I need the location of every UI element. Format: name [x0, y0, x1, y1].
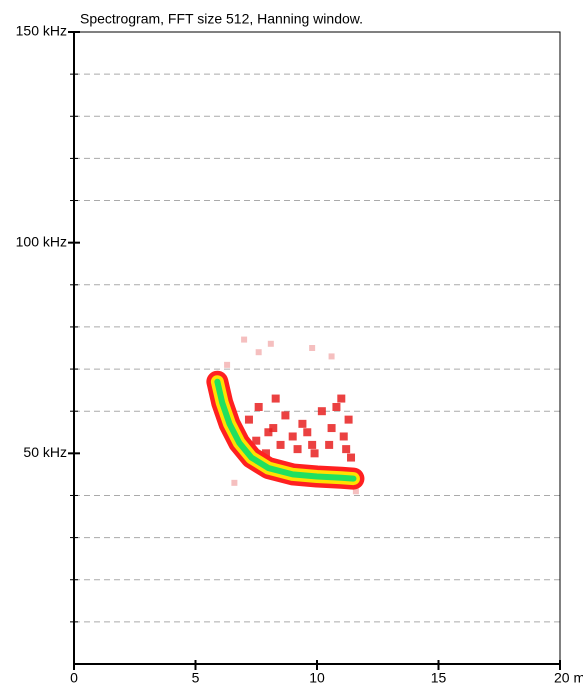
spectrogram-cell: [344, 415, 353, 424]
spectrogram-cell: [269, 424, 278, 433]
spectrogram-cell: [241, 336, 248, 343]
plot-frame: [73, 31, 561, 665]
spectrogram-cell: [328, 353, 335, 360]
spectrogram-cell: [337, 394, 346, 403]
spectrogram-cell: [288, 432, 297, 441]
spectrogram-cell: [261, 449, 270, 458]
spectrogram-cell: [244, 415, 253, 424]
spectrogram-cell: [332, 402, 341, 411]
spectrogram-cell: [271, 394, 280, 403]
spectrogram-cell: [264, 428, 273, 437]
spectrogram-cell: [224, 361, 231, 368]
x-tick-label: 10: [309, 670, 325, 684]
x-tick-label: 5: [192, 670, 200, 684]
y-tick-label: 100 kHz: [16, 233, 67, 249]
spectrogram-cell: [231, 479, 238, 486]
spectrogram-cell: [276, 440, 285, 449]
spectrogram-cell: [325, 440, 334, 449]
spectrogram-cell: [310, 449, 319, 458]
spectrogram-cell: [303, 428, 312, 437]
y-tick-label: 150 kHz: [16, 23, 67, 39]
spectrogram-cell: [308, 440, 317, 449]
spectrogram-cell: [254, 402, 263, 411]
y-tick-label: 50 kHz: [23, 444, 67, 460]
spectrogram-cell: [317, 407, 326, 416]
spectrogram-cell: [281, 411, 290, 420]
x-tick-label: 15: [431, 670, 447, 684]
spectrogram-cell: [252, 436, 261, 445]
spectrogram-cell: [255, 349, 262, 356]
spectrogram-cell: [342, 445, 351, 454]
spectrogram-cell: [352, 488, 359, 495]
x-tick-label: 20 ms: [554, 670, 583, 684]
spectrogram-cell: [267, 340, 274, 347]
chart-title: Spectrogram, FFT size 512, Hanning windo…: [80, 11, 363, 27]
spectrogram-cell: [298, 419, 307, 428]
x-tick-label: 0: [70, 670, 78, 684]
spectrogram-ridge: [214, 378, 357, 482]
spectrogram-cell: [309, 345, 316, 351]
spectrogram-cell: [339, 432, 348, 441]
spectrogram-cell: [347, 453, 356, 462]
spectrogram-cell: [327, 424, 336, 433]
spectrogram-cell: [293, 445, 302, 454]
